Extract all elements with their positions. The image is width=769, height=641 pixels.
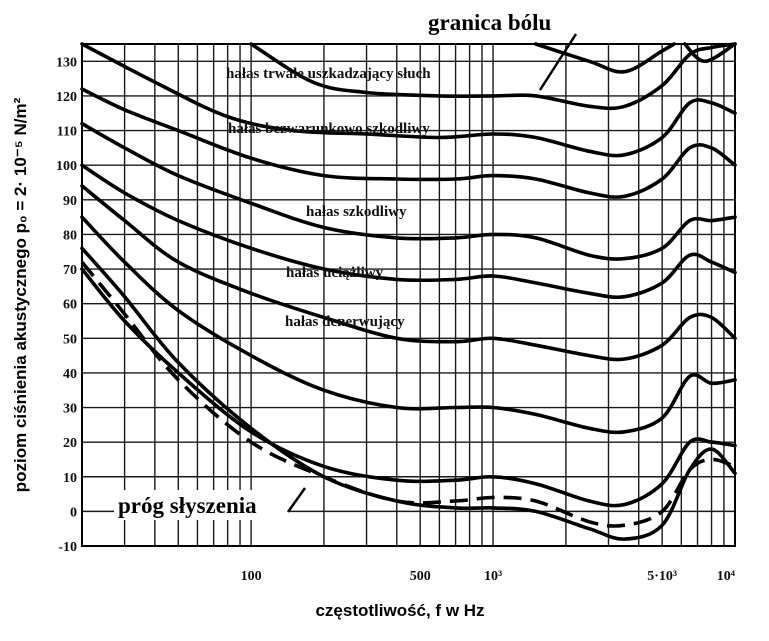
pain-label-bg xyxy=(424,6,582,38)
curve-10 xyxy=(533,42,676,74)
y-tick-label: 60 xyxy=(63,298,77,313)
label-harmful: hałas szkodliwy xyxy=(306,204,407,220)
y-tick-label: 30 xyxy=(63,402,77,417)
hearing-label-bg xyxy=(114,490,290,520)
plot-frame xyxy=(81,43,736,547)
curve-1 xyxy=(80,260,736,528)
y-tick-labels: -10 0 10 20 30 40 50 60 70 80 90 100 110 120 130 xyxy=(56,55,77,555)
y-tick-label: 10 xyxy=(63,471,77,486)
y-tick-label: 70 xyxy=(63,263,77,278)
y-axis-title: poziom ciśnienia akustycznego p₀ = 2· 10… xyxy=(11,97,30,492)
label-annoying: hałas uciążliwy xyxy=(286,265,384,281)
y-tick-label: 90 xyxy=(63,194,77,209)
y-tick-label: 100 xyxy=(56,159,77,174)
y-tick-label: 130 xyxy=(56,55,77,70)
curve-4 xyxy=(80,184,737,362)
y-tick-label: 50 xyxy=(63,332,77,347)
curve-7 xyxy=(80,87,737,199)
pain-pointer xyxy=(538,33,578,91)
label-absolutely-harmful: hałas bezwarunkowo szkodliwy xyxy=(228,121,430,137)
pain-threshold-label: granica bólu xyxy=(428,10,552,35)
curves xyxy=(80,42,737,541)
y-tick-label: 0 xyxy=(70,505,77,520)
x-tick-label: 100 xyxy=(241,569,262,584)
x-axis-title: częstotliwość, f w Hz xyxy=(315,601,484,620)
curve-2 xyxy=(80,267,737,508)
hearing-pointer xyxy=(286,487,307,513)
hearing-threshold-label: próg słyszenia xyxy=(118,493,257,518)
curve-8 xyxy=(80,42,737,158)
curve-0 xyxy=(80,246,737,541)
curve-3 xyxy=(80,215,737,435)
curve-5 xyxy=(80,163,737,300)
y-tick-label: 20 xyxy=(63,436,77,451)
y-tick-label: 40 xyxy=(63,367,77,382)
y-tick-label: 120 xyxy=(56,90,77,105)
y-tick-label: 80 xyxy=(63,228,77,243)
curve-6 xyxy=(80,121,737,261)
y-tick-label: -10 xyxy=(58,540,77,555)
grid xyxy=(81,44,736,547)
label-permanent-damage: hałas trwale uszkadzający słuch xyxy=(226,66,431,82)
x-tick-label: 500 xyxy=(410,569,431,584)
x-tick-label: 5·10³ xyxy=(647,569,677,584)
y-tick-label: 110 xyxy=(57,125,77,140)
x-tick-labels: 100 500 10³ 5·10³ 10⁴ xyxy=(241,569,736,584)
curve-11 xyxy=(683,42,737,64)
label-irritating: hałas denerwujący xyxy=(285,314,405,330)
x-tick-label: 10³ xyxy=(484,569,502,584)
x-tick-label: 10⁴ xyxy=(717,569,736,584)
